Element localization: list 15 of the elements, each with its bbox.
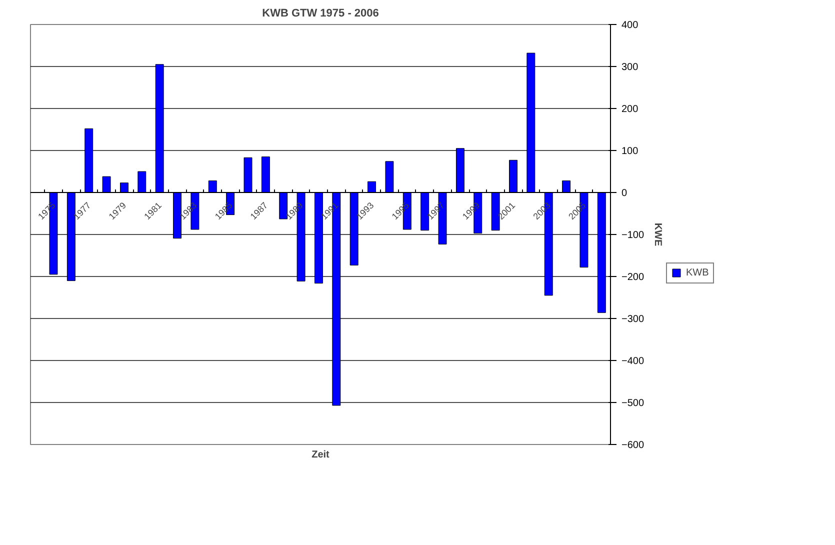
legend-label: KWB <box>686 267 709 278</box>
y-tick-label: 400 <box>622 20 639 31</box>
y-tick-label: 300 <box>622 62 639 73</box>
chart-title: KWB GTW 1975 - 2006 <box>262 8 379 20</box>
y-tick-label: 0 <box>622 188 628 199</box>
y-tick-label: −100 <box>622 230 644 241</box>
y-tick-label: −600 <box>622 440 644 451</box>
y-tick-label: −200 <box>622 272 644 283</box>
y-tick-label: −500 <box>622 398 644 409</box>
x-axis-title: Zeit <box>312 450 330 460</box>
y-tick-label: −300 <box>622 314 644 325</box>
y-tick-label: 200 <box>622 104 639 115</box>
y-tick-label: 100 <box>622 146 639 157</box>
y-axis-title: KWE <box>652 222 664 246</box>
y-tick-label: −400 <box>622 356 644 367</box>
